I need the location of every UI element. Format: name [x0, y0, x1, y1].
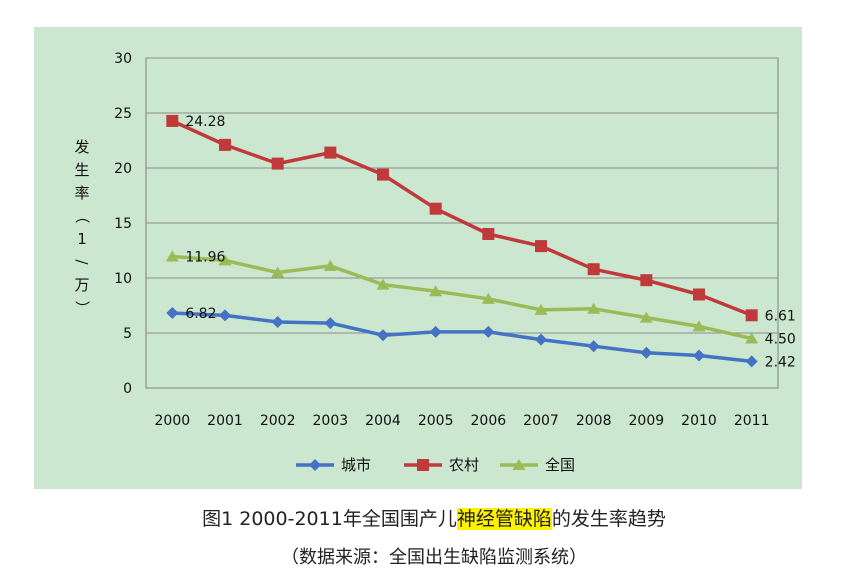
series-line: [170, 119, 754, 318]
y-axis-label-char: /: [73, 259, 91, 265]
data-point: [429, 285, 443, 297]
data-point: [377, 168, 389, 181]
data-point: [324, 146, 337, 159]
y-axis-label-char: 发: [74, 138, 89, 156]
data-point: [377, 329, 389, 342]
y-tick-label: 0: [123, 381, 132, 397]
figure-caption: 图1 2000-2011年全国围产儿神经管缺陷的发生率趋势: [0, 504, 868, 531]
data-point: [745, 309, 758, 322]
data-point: [166, 306, 179, 319]
data-point: [693, 349, 705, 362]
x-tick-label: 2002: [260, 413, 296, 429]
y-axis-label-char: 生: [74, 161, 89, 179]
y-tick-label: 25: [114, 106, 132, 122]
legend-label: 城市: [341, 456, 371, 474]
data-label: 4.50: [765, 332, 796, 348]
legend-marker: [512, 459, 526, 470]
data-point: [482, 325, 495, 338]
legend-marker: [309, 459, 321, 471]
data-point: [640, 346, 653, 359]
data-point: [219, 309, 231, 322]
data-point: [429, 202, 442, 215]
x-tick-label: 2010: [681, 413, 717, 429]
y-axis-label-char: 1: [77, 230, 87, 248]
caption-highlight: 神经管缺陷: [456, 508, 552, 530]
data-point: [639, 311, 653, 323]
y-axis-label-char: 万: [74, 276, 89, 294]
x-tick-label: 2004: [365, 413, 401, 429]
data-point: [587, 263, 600, 276]
data-point: [324, 317, 337, 330]
caption-suffix: 的发生率趋势: [551, 508, 666, 530]
data-point: [429, 325, 442, 338]
data-point: [481, 292, 495, 304]
y-tick-label: 15: [114, 216, 132, 232]
data-point: [745, 332, 759, 344]
data-point: [271, 316, 284, 328]
data-point: [745, 355, 758, 368]
data-point: [376, 278, 390, 290]
y-axis-label-char: 率: [74, 184, 89, 202]
x-tick-label: 2003: [313, 413, 349, 429]
data-point: [323, 259, 337, 271]
data-point: [640, 274, 653, 287]
data-point: [535, 333, 547, 346]
data-point: [165, 250, 179, 262]
x-tick-label: 2006: [471, 413, 507, 429]
legend-label: 全国: [545, 456, 575, 474]
y-tick-label: 5: [123, 326, 132, 342]
series-line: [170, 311, 754, 364]
data-point: [534, 303, 548, 315]
data-point: [219, 138, 231, 151]
data-point: [587, 302, 601, 314]
x-tick-label: 2007: [523, 413, 559, 429]
legend-marker: [417, 459, 429, 471]
data-point: [166, 114, 179, 127]
x-tick-label: 2005: [418, 413, 454, 429]
data-point: [692, 320, 706, 332]
data-label: 11.96: [185, 249, 225, 265]
y-axis-label-char: （: [73, 208, 91, 223]
data-point: [271, 266, 285, 278]
line-chart: 0 5 10 15 20 25 30 2000 2001 2002 2003 2004 2005 2006…: [73, 51, 796, 474]
y-axis-label-char: ）: [73, 300, 91, 315]
x-tick-label: 2009: [629, 413, 665, 429]
x-tick-label: 2008: [576, 413, 612, 429]
data-point: [482, 228, 495, 240]
y-tick-label: 20: [114, 161, 132, 177]
caption-prefix: 图1 2000-2011年全国围产儿: [202, 508, 457, 530]
x-tick-label: 2000: [155, 413, 191, 429]
y-tick-label: 30: [114, 51, 132, 67]
x-tick-label: 2011: [734, 413, 770, 429]
data-label: 6.82: [185, 306, 216, 322]
y-tick-label: 10: [114, 271, 132, 287]
series-line: [170, 254, 754, 341]
x-tick-label: 2001: [207, 413, 243, 429]
data-point: [587, 340, 600, 353]
legend-label: 农村: [449, 456, 479, 474]
chart-panel: 0 5 10 15 20 25 30 2000 2001 2002 2003 2004 2005 2006…: [34, 27, 802, 489]
data-label: 2.42: [765, 354, 796, 370]
data-point: [535, 240, 547, 253]
data-point: [218, 254, 232, 266]
data-label: 24.28: [185, 114, 225, 130]
data-point: [271, 157, 284, 170]
data-point: [693, 288, 705, 301]
data-label: 6.61: [765, 308, 796, 324]
source-note: （数据来源：全国出生缺陷监测系统）: [281, 547, 587, 568]
